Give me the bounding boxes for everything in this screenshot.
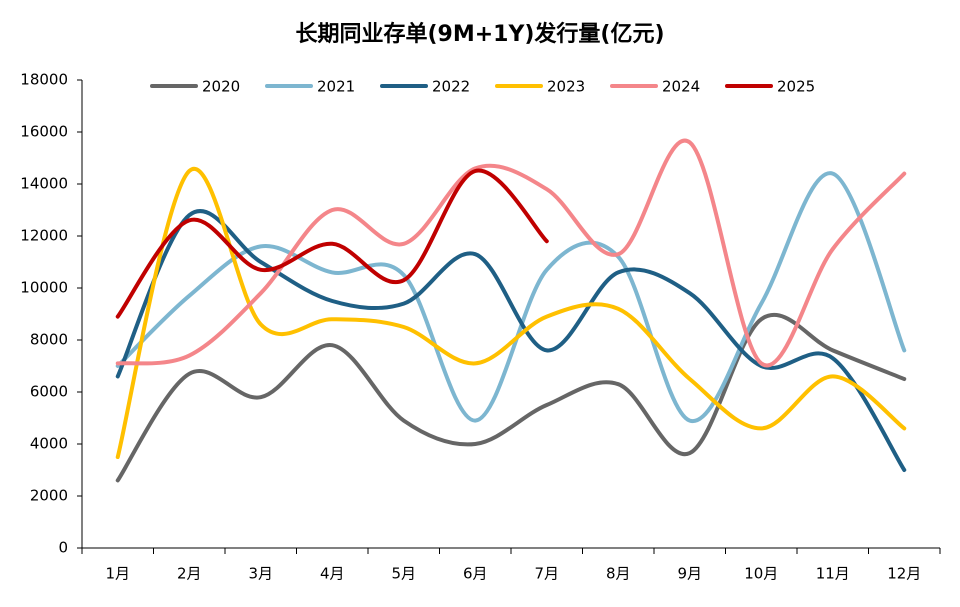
series-line [115,166,907,459]
y-tick-label: 16000 [20,123,68,141]
series-line [115,209,907,472]
x-tick-label: 6月 [463,565,488,583]
legend-label: 2022 [432,78,470,96]
y-tick-label: 12000 [20,227,68,245]
x-tick-label: 2月 [177,565,202,583]
series-line [115,171,907,423]
series-line [115,138,907,368]
x-tick-label: 1月 [105,565,130,583]
y-tick-label: 14000 [20,175,68,193]
y-tick-label: 4000 [30,435,68,453]
x-tick-label: 5月 [391,565,416,583]
x-tick-label: 4月 [320,565,345,583]
legend-label: 2025 [777,78,815,96]
y-tick-label: 2000 [30,487,68,505]
x-tick-label: 3月 [248,565,273,583]
y-tick-label: 8000 [30,331,68,349]
x-tick-label: 7月 [534,565,559,583]
series-line [115,168,549,319]
y-tick-label: 6000 [30,383,68,401]
x-tick-label: 8月 [606,565,631,583]
chart-title: 长期同业存单(9M+1Y)发行量(亿元) [295,21,664,47]
series-line [115,312,907,483]
x-tick-label: 12月 [887,565,921,583]
legend-label: 2024 [662,78,700,96]
legend-label: 2021 [317,78,355,96]
x-tick-label: 10月 [744,565,778,583]
x-tick-label: 9月 [677,565,702,583]
y-tick-label: 10000 [20,279,68,297]
legend-label: 2023 [547,78,585,96]
legend-label: 2020 [202,78,240,96]
x-tick-label: 11月 [816,565,850,583]
y-tick-label: 18000 [20,71,68,89]
y-tick-label: 0 [58,539,68,557]
